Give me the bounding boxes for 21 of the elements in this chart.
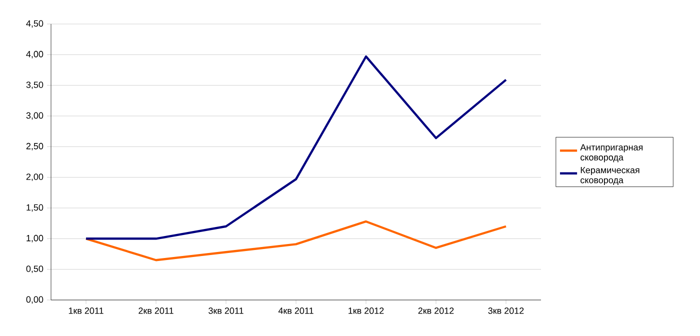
line-series (84, 220, 508, 262)
y-tick-label: 1,00 (26, 234, 44, 242)
y-tick-label: 4,50 (26, 20, 44, 28)
x-tick-label: 3кв 2012 (488, 308, 524, 314)
y-tick-label: 3,00 (26, 112, 44, 120)
x-tick-label: 1кв 2011 (68, 308, 104, 314)
y-tick-label: 3,50 (26, 82, 44, 90)
x-tick-label: 2кв 2011 (138, 308, 174, 314)
y-tick-label: 0,00 (26, 296, 44, 304)
x-tick-label: 1кв 2012 (348, 308, 384, 314)
legend-label: Антипригарная сковорода (580, 144, 643, 162)
y-tick-label: 0,50 (26, 266, 44, 274)
legend-label: Керамическая сковорода (580, 166, 640, 186)
y-tick-label: 2,50 (26, 142, 44, 150)
x-tick-label: 4кв 2011 (278, 308, 314, 314)
line-series (84, 55, 508, 240)
x-tick-label: 2кв 2012 (418, 308, 454, 314)
y-tick-label: 4,00 (26, 50, 44, 58)
x-tick-label: 3кв 2011 (208, 308, 244, 314)
y-tick-label: 2,00 (26, 174, 44, 182)
y-tick-label: 1,50 (26, 204, 44, 212)
